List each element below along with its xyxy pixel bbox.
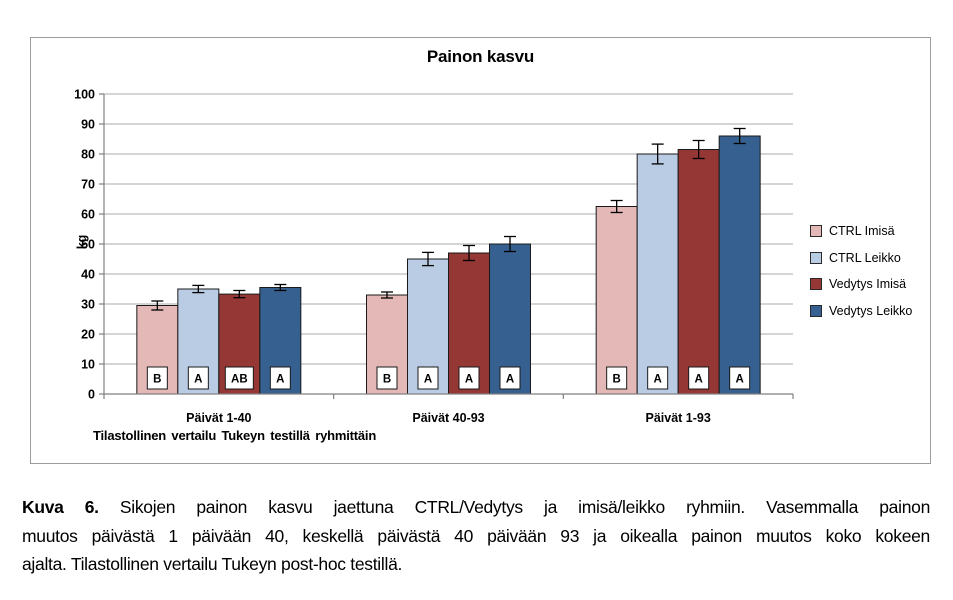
significance-letter-box	[606, 366, 628, 390]
y-tick-label: 80	[81, 148, 95, 162]
y-axis-label: kg	[75, 234, 89, 250]
significance-letter-box	[729, 366, 751, 390]
y-tick-label: 40	[81, 268, 95, 282]
y-tick-label: 30	[81, 298, 95, 312]
significance-letter-box	[269, 366, 291, 390]
significance-letter: AB	[231, 374, 248, 386]
chart-area: B A AB A Päivät 1-40 B A A A Päivät 40-93 B A A A Päiv…	[30, 37, 931, 464]
legend-item-label: Vedytys Imisä	[829, 277, 907, 292]
x-category-label: Päivät 1-40	[186, 411, 251, 425]
x-category-label: Päivät 1-93	[646, 411, 711, 425]
legend-item-label: Vedytys Leikko	[829, 303, 913, 318]
significance-letter: A	[465, 374, 473, 386]
caption-line: ajalta. Tilastollinen vertailu Tukeyn po…	[22, 554, 403, 574]
significance-letter: B	[383, 374, 391, 386]
significance-letter: A	[736, 374, 744, 386]
significance-letter-box	[458, 366, 480, 390]
y-tick-label: 70	[81, 178, 95, 192]
caption-line: muutos päivästä 1 päivään 40, keskellä p…	[22, 525, 930, 546]
bar-chart-plot: B A AB A Päivät 1-40 B A A A Päivät 40-93 B A A A Päiv…	[74, 88, 794, 425]
y-tick-label: 0	[88, 388, 95, 402]
significance-letter: B	[153, 374, 161, 386]
y-tick-label: 50	[81, 238, 95, 252]
significance-letter-box	[417, 366, 439, 390]
significance-letter: B	[613, 374, 621, 386]
legend-swatch-icon	[810, 304, 822, 317]
chart-legend: CTRL Imisä CTRL Leikko Vedytys Imisä Vedyty…	[810, 218, 912, 324]
y-tick-label: 90	[81, 118, 95, 132]
y-tick-label: 100	[74, 88, 95, 102]
x-category-label: Päivät 40-93	[412, 411, 484, 425]
significance-letter: A	[276, 374, 284, 386]
significance-letter-box	[688, 366, 710, 390]
legend-item: CTRL Imisä	[810, 218, 912, 245]
significance-letter: A	[695, 374, 703, 386]
significance-letter: A	[654, 374, 662, 386]
legend-item: CTRL Leikko	[810, 245, 912, 272]
legend-item-label: CTRL Imisä	[829, 224, 895, 239]
significance-letter: A	[424, 374, 432, 386]
bar	[718, 135, 761, 395]
y-tick-label: 20	[81, 328, 95, 342]
significance-letter-box	[499, 366, 521, 390]
legend-swatch-icon	[810, 251, 822, 264]
legend-item-label: CTRL Leikko	[829, 250, 901, 265]
significance-letter-box	[647, 366, 669, 390]
legend-swatch-icon	[810, 278, 822, 291]
significance-letter-box	[224, 366, 254, 390]
significance-letter: A	[194, 374, 202, 386]
legend-swatch-icon	[810, 225, 822, 238]
bar	[677, 149, 720, 395]
significance-letter-box	[376, 366, 398, 390]
legend-item: Vedytys Leikko	[810, 298, 912, 325]
figure-caption: Kuva 6. Sikojen painon kasvu jaettuna CT…	[22, 493, 930, 579]
bar	[636, 153, 679, 395]
y-tick-label: 10	[81, 358, 95, 372]
chart-title: Painon kasvu	[426, 47, 535, 66]
significance-letter: A	[506, 374, 514, 386]
significance-letter-box	[187, 366, 209, 390]
significance-letter-box	[146, 366, 168, 390]
caption-figure-label: Kuva 6.	[22, 497, 99, 517]
bar	[595, 206, 638, 395]
caption-line: Kuva 6. Sikojen painon kasvu jaettuna CT…	[22, 493, 930, 522]
statistical-note: Tilastollinen vertailu Tukeyn testillä r…	[93, 428, 377, 443]
y-tick-label: 60	[81, 208, 95, 222]
legend-item: Vedytys Imisä	[810, 271, 912, 298]
caption-text: Sikojen painon kasvu jaettuna CTRL/Vedyt…	[119, 497, 931, 517]
